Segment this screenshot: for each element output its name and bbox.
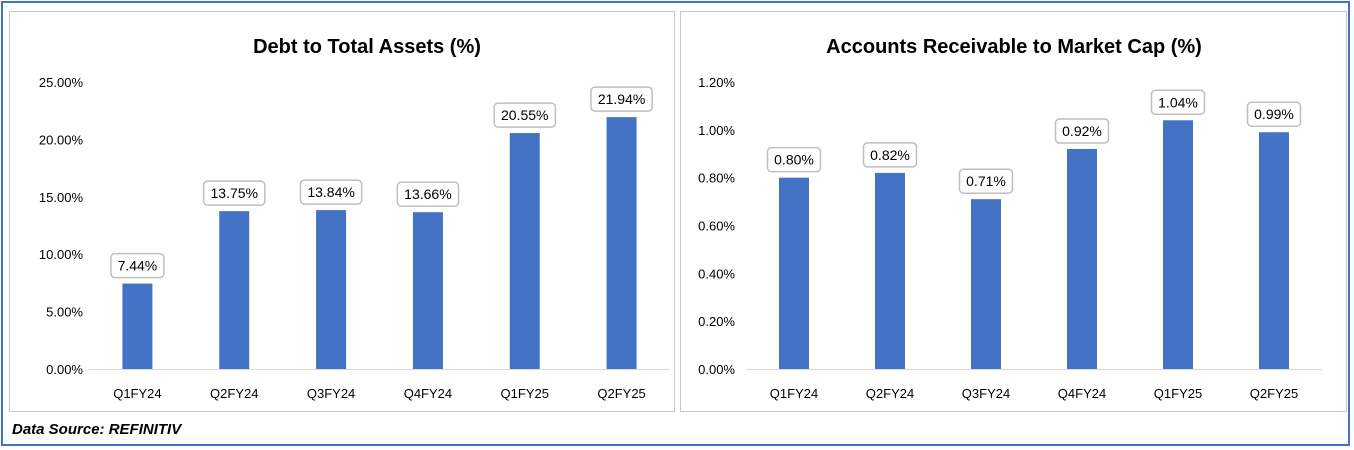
- data-label: 13.75%: [211, 185, 258, 201]
- data-label-box: [590, 86, 653, 112]
- data-label: 0.71%: [966, 173, 1006, 189]
- bar: [606, 117, 637, 369]
- data-label-box: [202, 180, 266, 206]
- data-label: 0.80%: [774, 152, 814, 168]
- y-tick-label: 20.00%: [39, 132, 84, 147]
- y-tick-label: 10.00%: [39, 247, 84, 262]
- y-tick-label: 0.00%: [698, 362, 735, 377]
- bar: [1259, 132, 1289, 369]
- data-label-box: [766, 146, 822, 173]
- y-tick-label: 0.40%: [698, 266, 735, 281]
- bar: [509, 133, 540, 369]
- data-label: 7.44%: [118, 258, 158, 274]
- y-tick-label: 0.00%: [46, 362, 83, 377]
- chart-title: Debt to Total Assets (%): [253, 36, 481, 58]
- category-label: Q4FY24: [1058, 386, 1106, 401]
- bar: [219, 211, 250, 369]
- y-tick-label: 1.20%: [698, 75, 735, 90]
- data-label: 0.92%: [1062, 123, 1102, 139]
- data-label: 0.99%: [1254, 106, 1294, 122]
- category-label: Q4FY24: [404, 386, 452, 401]
- data-label-box: [1150, 89, 1206, 116]
- data-label-box: [862, 142, 918, 168]
- debt-to-total-assets-chart: Debt to Total Assets (%) 0.00% 5.00% 10.00%…: [39, 36, 670, 401]
- bar: [316, 210, 347, 369]
- bar: [875, 172, 905, 369]
- data-label-box: [1246, 101, 1302, 127]
- category-label: Q1FY25: [1154, 386, 1202, 401]
- category-label: Q1FY24: [770, 386, 818, 401]
- category-label: Q2FY24: [210, 386, 258, 401]
- data-label: 21.94%: [598, 91, 645, 107]
- bar: [1163, 120, 1193, 370]
- bar: [412, 212, 443, 369]
- y-tick-label: 25.00%: [39, 75, 84, 90]
- data-label-box: [110, 252, 165, 279]
- data-label-box: [958, 168, 1014, 194]
- y-tick-label: 0.20%: [698, 314, 735, 329]
- data-label: 13.84%: [307, 184, 354, 200]
- category-label: Q2FY25: [597, 386, 645, 401]
- data-label: 20.55%: [501, 107, 548, 123]
- bar: [1067, 148, 1097, 369]
- data-label-box: [396, 181, 460, 207]
- y-tick-label: 1.00%: [698, 123, 735, 138]
- y-tick-label: 0.60%: [698, 219, 735, 234]
- data-label: 1.04%: [1158, 94, 1198, 110]
- data-label: 0.82%: [870, 147, 910, 163]
- category-label: Q3FY24: [962, 386, 1010, 401]
- data-label-box: [1054, 118, 1110, 144]
- category-label: Q3FY24: [307, 386, 355, 401]
- data-label: 13.66%: [404, 186, 451, 202]
- category-label: Q1FY24: [113, 386, 161, 401]
- y-tick-label: 15.00%: [39, 190, 84, 205]
- bar: [122, 283, 153, 369]
- bar: [971, 199, 1001, 369]
- data-source-label: Data Source: REFINITIV: [12, 421, 182, 438]
- chart-panel-debt-to-total-assets: Debt to Total Assets (%) 0.00% 5.00% 10.00%…: [9, 11, 675, 412]
- category-label: Q2FY24: [866, 386, 914, 401]
- category-label: Q2FY25: [1250, 386, 1298, 401]
- data-label-box: [493, 102, 557, 128]
- chart-title: Accounts Receivable to Market Cap (%): [826, 36, 1202, 58]
- y-tick-label: 5.00%: [46, 305, 83, 320]
- chart-panel-accounts-receivable-to-market-cap: Accounts Receivable to Market Cap (%) 0.0…: [680, 11, 1347, 412]
- bar: [779, 177, 809, 369]
- data-label-box: [299, 179, 363, 205]
- y-tick-label: 0.80%: [698, 171, 735, 186]
- accounts-receivable-to-market-cap-chart: Accounts Receivable to Market Cap (%) 0.0…: [698, 36, 1322, 401]
- category-label: Q1FY25: [501, 386, 549, 401]
